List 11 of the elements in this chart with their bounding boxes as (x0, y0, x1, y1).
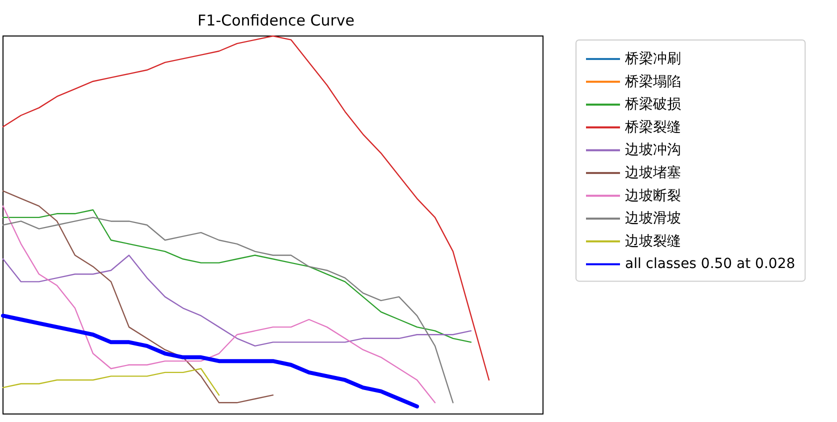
legend-label: 桥梁破损 (624, 96, 681, 113)
legend-label: 桥梁冲刷 (624, 51, 681, 67)
legend-label: 边坡冲沟 (625, 142, 681, 158)
legend-label: 边坡断裂 (625, 188, 681, 204)
legend-label: 边坡滑坡 (625, 210, 681, 227)
legend-label: 边坡堵塞 (625, 165, 681, 181)
legend-label: 边坡裂缝 (625, 233, 681, 250)
legend-label: all classes 0.50 at 0.028 (625, 256, 796, 272)
legend-label: 桥梁裂缝 (624, 119, 681, 136)
legend-label: 桥梁塌陷 (624, 74, 681, 90)
chart-title: F1-Confidence Curve (198, 12, 354, 30)
